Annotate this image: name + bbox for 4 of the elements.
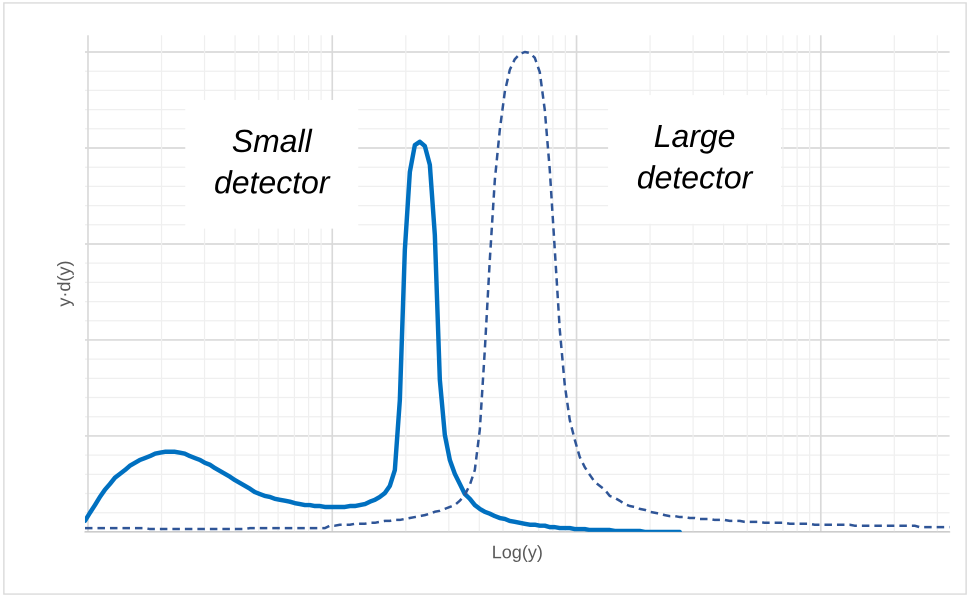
x-axis-title: Log(y)	[493, 545, 542, 562]
text: Small detector	[215, 128, 331, 194]
text: Large detector	[638, 125, 754, 189]
y-axis-title: y·d(y)	[57, 262, 74, 307]
